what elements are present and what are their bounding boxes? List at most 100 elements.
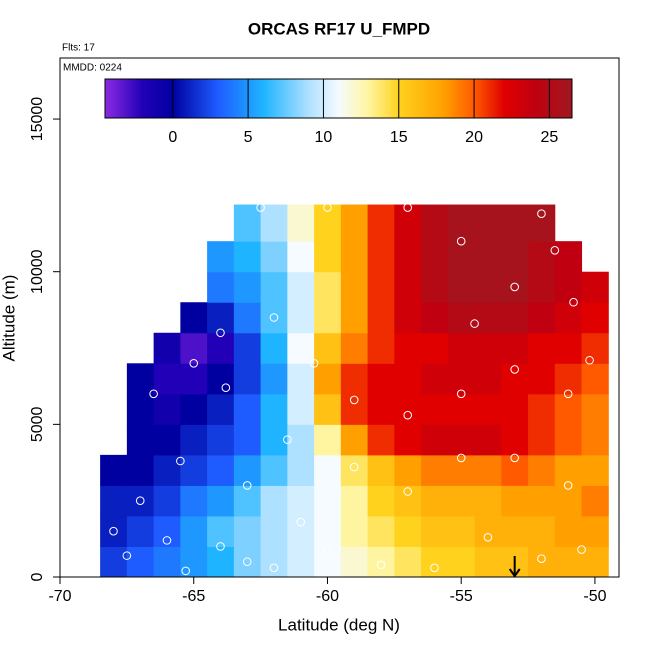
data-point [189, 358, 199, 368]
heatmap-cell [207, 241, 235, 273]
heatmap-cell [180, 332, 208, 364]
colorbar-tick-label: 15 [390, 129, 408, 146]
data-point [577, 545, 586, 554]
data-point [510, 453, 519, 463]
data-point [162, 536, 172, 545]
data-point [135, 496, 145, 505]
plot-frame [59, 57, 620, 578]
data-point [283, 435, 292, 444]
heatmap-cell [180, 393, 208, 425]
data-point [403, 410, 413, 420]
x-tick-label: -65 [182, 588, 205, 605]
heatmap-cell [340, 363, 369, 395]
data-point [256, 203, 265, 212]
heatmap-cell [287, 363, 315, 395]
heatmap-cell [528, 515, 556, 547]
heatmap-cell [554, 393, 583, 425]
heatmap-cell [474, 204, 502, 242]
arrow-head [508, 568, 521, 578]
heatmap-cell [153, 485, 181, 517]
heatmap-cell [394, 204, 422, 242]
heatmap-cell [180, 454, 208, 486]
heatmap-cell [474, 363, 502, 395]
heatmap-cell [474, 241, 502, 273]
heatmap-cell [153, 363, 181, 395]
heatmap-cell [153, 332, 181, 364]
heatmap-cell [501, 332, 529, 364]
data-point [216, 542, 225, 551]
heatmap-cell [447, 332, 476, 364]
heatmap-cell [260, 546, 288, 578]
heatmap-cell [207, 515, 235, 547]
heatmap-cell [554, 241, 583, 273]
heatmap-cell [447, 241, 476, 273]
heatmap-cell [340, 204, 369, 242]
data-point [563, 389, 573, 399]
heatmap-cell [287, 424, 315, 456]
heatmap-cell [126, 424, 155, 456]
heatmap-cell [367, 241, 395, 273]
heatmap-cell [207, 485, 235, 517]
heatmap-cell [233, 546, 262, 578]
heatmap-cell [233, 204, 262, 242]
data-point [403, 487, 413, 496]
heatmap-cell [501, 302, 529, 334]
heatmap-cell [447, 454, 476, 486]
y-tick-label: 10000 [29, 249, 46, 294]
heatmap-cell [474, 424, 502, 456]
heatmap-cell [447, 271, 476, 303]
heatmap-cell [340, 241, 369, 273]
data-point [323, 203, 332, 212]
heatmap-cell [233, 485, 262, 517]
heatmap-cell [394, 515, 422, 547]
heatmap-cell [126, 454, 155, 486]
data-point [569, 297, 578, 307]
heatmap-cell [421, 515, 449, 547]
data-point [550, 246, 560, 255]
heatmap-cell [447, 363, 476, 395]
colorbar-tick-label: 10 [315, 129, 333, 146]
colorbar-tick-label: 5 [244, 129, 253, 146]
heatmap-cell [501, 485, 529, 517]
data-point [510, 365, 519, 374]
heatmap-cell [501, 393, 529, 425]
heatmap-cell [340, 271, 369, 303]
heatmap-cell [421, 454, 449, 486]
heatmap-cell [233, 302, 262, 334]
heatmap-cell [421, 241, 449, 273]
heatmap-cell [233, 515, 262, 547]
data-point [296, 517, 306, 527]
heatmap-cell [528, 393, 556, 425]
heatmap-cell [528, 454, 556, 486]
heatmap-cell [394, 271, 422, 303]
chart-title: ORCAS RF17 U_FMPD [248, 19, 430, 38]
heatmap-cell [394, 485, 422, 517]
heatmap-cell [581, 393, 609, 425]
data-point [309, 358, 319, 368]
heatmap-cell [100, 515, 128, 547]
heatmap-cell [340, 424, 369, 456]
heatmap-cell [287, 393, 315, 425]
heatmap-cell [501, 454, 529, 486]
data-point [176, 456, 185, 466]
heatmap-cell [447, 302, 476, 334]
heatmap-cell [367, 271, 395, 303]
heatmap-cell [207, 302, 235, 334]
heatmap-cell [314, 485, 342, 517]
heatmap-cell [207, 332, 235, 364]
heatmap-cell [367, 424, 395, 456]
heatmap-cell [233, 363, 262, 395]
heatmap-cell [474, 393, 502, 425]
heatmap-cell [314, 241, 342, 273]
heatmap-cell [394, 393, 422, 425]
heatmap-cell [233, 424, 262, 456]
heatmap-cell [207, 363, 235, 395]
heatmap-cell [421, 485, 449, 517]
heatmap-cell [581, 546, 609, 578]
heatmap-cell [340, 393, 369, 425]
data-point [510, 282, 519, 292]
heatmap-cell [554, 485, 583, 517]
heatmap-cell [501, 363, 529, 395]
heatmap-cell [314, 204, 342, 242]
